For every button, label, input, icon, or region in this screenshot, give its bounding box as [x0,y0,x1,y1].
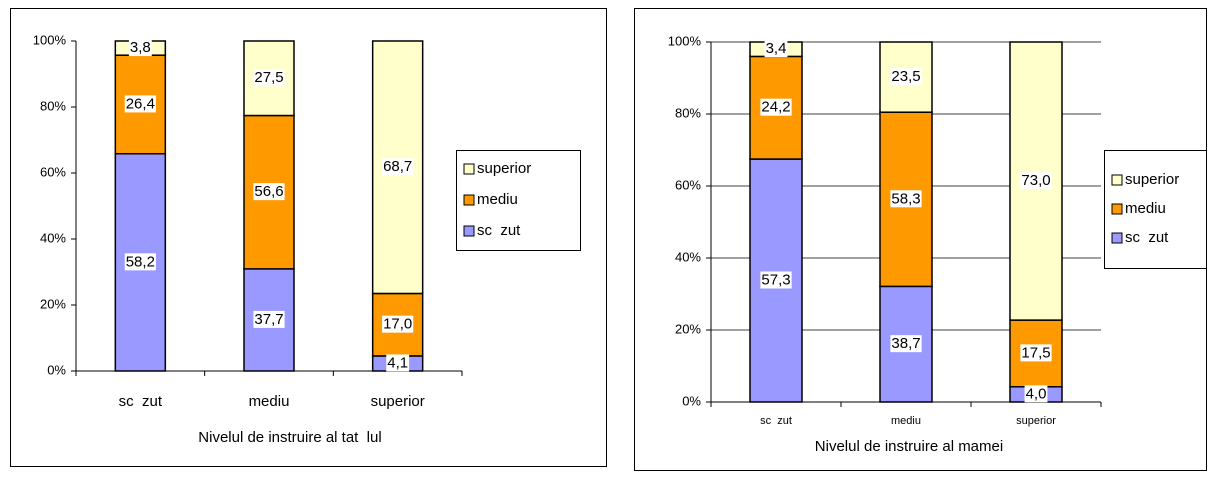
data-label-bg [1024,385,1048,403]
data-label: 73,0 [1021,172,1050,189]
y-tick-label: 100% [668,33,702,48]
legend-label: mediu [477,191,518,208]
data-label-bg [124,253,156,271]
legend-label: superior [1125,171,1179,188]
data-label: 27,5 [254,69,283,86]
data-label-bg [890,68,922,86]
data-label-bg [890,335,922,353]
data-label: 37,7 [254,311,283,328]
y-tick-label: 20% [40,296,66,311]
x-tick-label: superior [371,393,425,410]
y-tick-label: 100% [33,32,67,47]
y-tick-label: 0% [47,362,66,377]
x-axis-title: Nivelul de instruire al tat lul [198,429,381,446]
data-label: 38,7 [891,335,920,352]
data-label: 23,5 [891,68,920,85]
x-axis-title: Nivelul de instruire al mamei [815,438,1003,455]
x-tick-label: superior [1016,415,1056,427]
data-label-bg [128,39,152,57]
data-label-bg [1020,344,1052,362]
data-label-bg [382,158,414,176]
legend-swatch [1111,174,1123,186]
data-label: 24,2 [761,99,790,116]
legend-swatch [463,194,475,206]
legend-swatch [1111,232,1123,244]
y-tick-label: 0% [682,393,701,408]
data-label-bg [253,183,285,201]
data-label: 68,7 [383,158,412,175]
y-tick-label: 40% [675,249,701,264]
data-label-bg [760,98,792,116]
y-tick-label: 60% [675,177,701,192]
x-tick-label: sc zut [119,393,163,410]
x-tick-label: mediu [891,415,921,427]
data-label-bg [764,40,788,58]
data-label-bg [253,310,285,328]
data-label: 17,0 [383,316,412,333]
y-tick-label: 80% [40,98,66,113]
x-tick-label: sc zut [760,415,792,427]
data-label: 57,3 [761,271,790,288]
legend-label: sc zut [477,222,521,239]
data-label-bg [124,95,156,113]
data-label: 56,6 [254,183,283,200]
data-label: 4,0 [1026,385,1047,402]
data-label-bg [760,271,792,289]
legend-swatch [463,163,475,175]
y-tick-label: 60% [40,164,66,179]
data-label-bg [382,315,414,333]
data-label: 58,3 [891,190,920,207]
data-label: 3,4 [766,40,787,57]
data-label: 58,2 [126,253,155,270]
data-label: 26,4 [126,95,155,112]
data-label: 17,5 [1021,344,1050,361]
legend-frame [456,150,581,251]
y-tick-label: 80% [675,105,701,120]
legend-label: sc zut [1125,229,1169,246]
x-tick-label: mediu [249,393,290,410]
legend-swatch [1111,203,1123,215]
legend-label: superior [477,160,531,177]
data-label-bg [890,190,922,208]
y-tick-label: 40% [40,230,66,245]
y-tick-label: 20% [675,321,701,336]
data-label-bg [253,69,285,87]
data-label-bg [386,354,410,372]
legend-label: mediu [1125,200,1166,217]
data-label-bg [1020,172,1052,190]
data-label: 4,1 [387,354,408,371]
data-label: 3,8 [130,39,151,56]
legend-swatch [463,225,475,237]
